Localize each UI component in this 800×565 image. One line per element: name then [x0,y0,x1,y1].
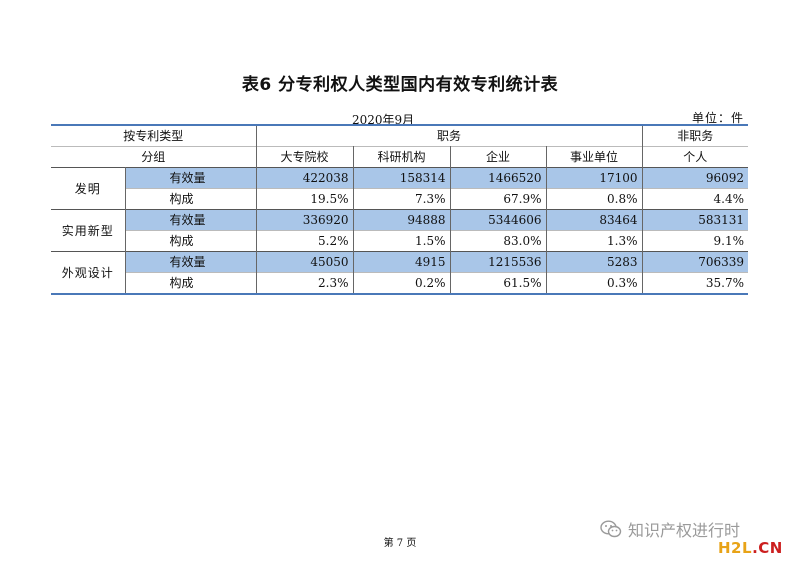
header-row-2: 分组 大专院校 科研机构 企业 事业单位 个人 [51,146,749,168]
unit-label: 单位：件 [691,111,744,125]
table-cell: 0.8% [545,188,643,210]
metric-label: 有效量 [124,167,257,189]
col-header-research-institute: 科研机构 [352,146,451,168]
table-cell: 583131 [641,209,749,231]
header-nonduty: 非职务 [641,124,749,147]
header-duty: 职务 [255,124,643,147]
table-cell: 83.0% [449,230,547,252]
table-cell: 94888 [352,209,451,231]
patent-stats-table: 按专利类型 职务 非职务 分组 大专院校 科研机构 企业 事业单位 个人 发明 … [51,124,749,295]
table-cell: 5283 [545,251,643,273]
table-row: 发明 有效量 422038 158314 1466520 17100 96092 [51,167,749,210]
watermark-text: 知识产权进行时 [628,521,741,540]
site-logo: H2L.CN [718,539,783,557]
wechat-icon [600,520,622,538]
table-cell: 4.4% [641,188,749,210]
table-cell: 19.5% [255,188,354,210]
table-cell: 35.7% [641,272,749,295]
table-cell: 1466520 [449,167,547,189]
table-cell: 1.5% [352,230,451,252]
group-utility-model: 实用新型 [51,209,126,252]
header-group-label: 分组 [51,146,257,168]
col-header-enterprise: 企业 [449,146,547,168]
table-cell: 422038 [255,167,354,189]
table-cell: 17100 [545,167,643,189]
table-cell: 5.2% [255,230,354,252]
header-row-1: 按专利类型 职务 非职务 [51,124,749,147]
table-row: 实用新型 有效量 336920 94888 5344606 83464 5831… [51,209,749,252]
logo-part-h2l: H2L [718,539,753,557]
table-row: 构成 2.3% 0.2% 61.5% 0.3% 35.7% [51,272,749,295]
table-cell: 45050 [255,251,354,273]
table-cell: 7.3% [352,188,451,210]
table-cell: 4915 [352,251,451,273]
table-cell: 1.3% [545,230,643,252]
table-cell: 0.2% [352,272,451,295]
metric-label: 构成 [124,272,257,295]
report-date: 2020年9月 [352,113,415,127]
table-row: 构成 5.2% 1.5% 83.0% 1.3% 9.1% [51,230,749,252]
table-cell: 67.9% [449,188,547,210]
table-cell: 83464 [545,209,643,231]
col-header-university: 大专院校 [255,146,354,168]
table-cell: 158314 [352,167,451,189]
header-type-label: 按专利类型 [51,124,257,147]
table-cell: 5344606 [449,209,547,231]
metric-label: 有效量 [124,251,257,273]
col-header-individual: 个人 [641,146,749,168]
table-cell: 0.3% [545,272,643,295]
col-header-public-institution: 事业单位 [545,146,643,168]
group-invention: 发明 [51,167,126,210]
metric-label: 构成 [124,188,257,210]
table-cell: 336920 [255,209,354,231]
table-row: 构成 19.5% 7.3% 67.9% 0.8% 4.4% [51,188,749,210]
table-cell: 9.1% [641,230,749,252]
logo-part-cn: .CN [752,539,783,557]
wechat-watermark: 知识产权进行时 [600,517,740,541]
table-title: 表6 分专利权人类型国内有效专利统计表 [241,75,559,95]
table-cell: 61.5% [449,272,547,295]
table-row: 外观设计 有效量 45050 4915 1215536 5283 706339 [51,251,749,295]
page-number: 第 7 页 [383,538,417,549]
table-cell: 2.3% [255,272,354,295]
metric-label: 构成 [124,230,257,252]
table-cell: 1215536 [449,251,547,273]
table-cell: 706339 [641,251,749,273]
group-design: 外观设计 [51,251,126,295]
metric-label: 有效量 [124,209,257,231]
table-cell: 96092 [641,167,749,189]
